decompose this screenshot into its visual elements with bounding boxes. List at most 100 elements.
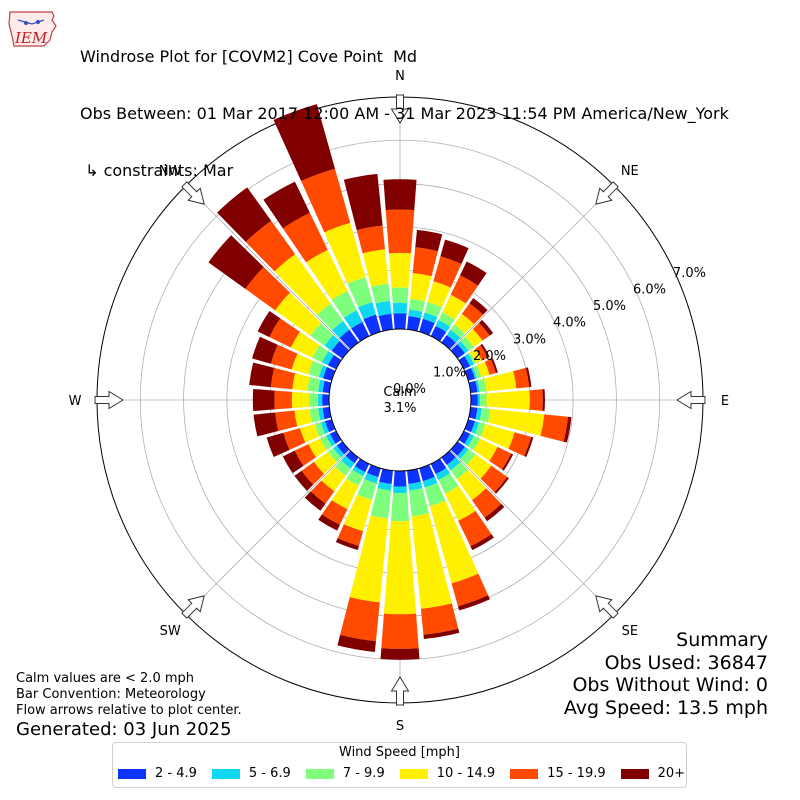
wind-bar-segment bbox=[525, 367, 532, 388]
wind-bar-segment bbox=[484, 359, 496, 375]
wind-bar-segment bbox=[433, 256, 462, 288]
wind-bar-segment bbox=[346, 469, 364, 486]
wind-bar-segment bbox=[460, 261, 487, 286]
wind-bar-segment bbox=[471, 367, 478, 379]
direction-label: SW bbox=[160, 624, 181, 639]
wind-bar-segment bbox=[465, 328, 483, 347]
wind-bar-segment bbox=[322, 394, 330, 406]
wind-bar-segment bbox=[419, 464, 435, 482]
iowa-map-icon: IEM bbox=[8, 11, 57, 47]
radial-tick-label: 5.0% bbox=[593, 299, 626, 314]
wind-bar-segment bbox=[304, 491, 326, 511]
wind-bar-segment bbox=[275, 410, 298, 432]
wind-bar-segment bbox=[408, 481, 423, 491]
flow-arrow-icon bbox=[94, 390, 124, 410]
flow-arrow-icon bbox=[181, 181, 205, 205]
flow-arrow-shape bbox=[181, 595, 205, 619]
wind-bar-segment bbox=[364, 472, 379, 484]
radial-tick-label: 6.0% bbox=[633, 283, 666, 298]
wind-bar-segment bbox=[252, 336, 278, 364]
wind-bar-segment bbox=[351, 321, 370, 342]
wind-bar-segment bbox=[290, 331, 320, 358]
wind-bar-segment bbox=[440, 239, 469, 264]
wind-bar-segment bbox=[542, 389, 546, 411]
wind-bar-segment bbox=[451, 573, 489, 607]
radial-tick-label: 0.0% bbox=[393, 382, 426, 397]
legend-label: 2 - 4.9 bbox=[155, 766, 197, 781]
legend-swatch bbox=[305, 768, 334, 779]
wind-bar-segment bbox=[357, 478, 377, 501]
wind-bar-segment bbox=[324, 419, 336, 433]
calm-note: Calm values are < 2.0 mph bbox=[16, 671, 195, 686]
wind-bar-segment bbox=[341, 455, 355, 469]
direction-label: SE bbox=[622, 624, 638, 639]
wind-bar-segment bbox=[410, 272, 432, 302]
direction-label: N bbox=[395, 69, 405, 84]
wind-bar-segment bbox=[466, 454, 492, 479]
wind-bar-segment bbox=[441, 334, 456, 350]
wind-bar-segment bbox=[457, 446, 469, 459]
wind-bar-segment bbox=[475, 407, 482, 421]
wind-bar-segment bbox=[424, 302, 442, 318]
wind-bar-segment bbox=[292, 373, 310, 391]
wind-bar-segment bbox=[464, 433, 475, 447]
wind-bar-segment bbox=[388, 252, 412, 288]
chart-title: Windrose Plot for [COVM2] Cove Point Md bbox=[80, 47, 418, 66]
wind-bar-segment bbox=[458, 430, 471, 444]
wind-bar-segment bbox=[464, 419, 476, 433]
wind-bar-segment bbox=[422, 476, 438, 488]
wind-bar-segment bbox=[446, 329, 461, 343]
wind-bar-segment bbox=[480, 343, 490, 358]
wind-bar-segment bbox=[475, 345, 488, 361]
wind-bar-segment bbox=[363, 314, 381, 336]
wind-bar-segment bbox=[270, 344, 298, 370]
wind-bar-segment bbox=[208, 235, 264, 289]
wind-bar-segment bbox=[479, 393, 487, 407]
wind-bar-segment bbox=[457, 341, 469, 354]
wind-bar-segment bbox=[445, 485, 476, 521]
wind-bar-segment bbox=[409, 488, 429, 517]
calm-value: 3.1% bbox=[383, 401, 416, 416]
wind-bar-segment bbox=[294, 409, 312, 427]
wind-bar-segment bbox=[325, 433, 336, 447]
wind-bar-segment bbox=[345, 450, 359, 464]
legend-label: 7 - 9.9 bbox=[342, 766, 385, 781]
legend-label: 5 - 6.9 bbox=[248, 766, 291, 781]
wind-bar-segment bbox=[375, 300, 392, 317]
obs-used: Obs Used: 36847 bbox=[604, 651, 768, 674]
legend-label: 15 - 19.9 bbox=[547, 766, 606, 781]
wind-bar-segment bbox=[270, 367, 296, 390]
wind-bar-segment bbox=[468, 407, 478, 420]
wind-bar-segment bbox=[385, 209, 415, 254]
flow-arrow-shape bbox=[595, 595, 619, 619]
wind-bar-segment bbox=[275, 292, 322, 336]
calm-circle bbox=[328, 328, 472, 472]
wind-bar-segment bbox=[312, 345, 329, 363]
legend-label: 10 - 14.9 bbox=[436, 766, 496, 781]
wind-bar-segment bbox=[249, 362, 275, 388]
wind-bar-segment bbox=[318, 514, 340, 531]
constraints-text: ↳ constraints: Mar bbox=[80, 161, 234, 180]
wind-bar-segment bbox=[475, 380, 480, 393]
wind-bar-segment bbox=[354, 458, 370, 473]
logo-text: IEM bbox=[14, 29, 48, 47]
wind-bar-segment bbox=[472, 365, 482, 379]
legend-label: 20+ bbox=[657, 766, 686, 781]
direction-label: E bbox=[721, 394, 729, 409]
wind-bar-segment bbox=[321, 351, 334, 366]
wind-bar-segment bbox=[329, 430, 342, 444]
wind-bar-segment bbox=[456, 469, 487, 501]
wind-bar-segment bbox=[274, 390, 293, 410]
wind-bar-segment bbox=[308, 360, 324, 378]
wind-bar-segment bbox=[294, 444, 316, 466]
wind-bar-segment bbox=[358, 302, 376, 320]
wind-bar-segment bbox=[283, 428, 306, 450]
wind-bar-segment bbox=[327, 354, 342, 370]
legend: Wind Speed [mph] 2 - 4.9 5 - 6.9 7 - 9.9 10… bbox=[112, 742, 687, 788]
wind-bar-segment bbox=[301, 461, 325, 485]
wind-bar-segment bbox=[529, 389, 543, 411]
wind-bar-segment bbox=[333, 445, 345, 458]
flow-arrow-icon bbox=[595, 595, 619, 619]
wind-bar-segment bbox=[322, 380, 332, 393]
